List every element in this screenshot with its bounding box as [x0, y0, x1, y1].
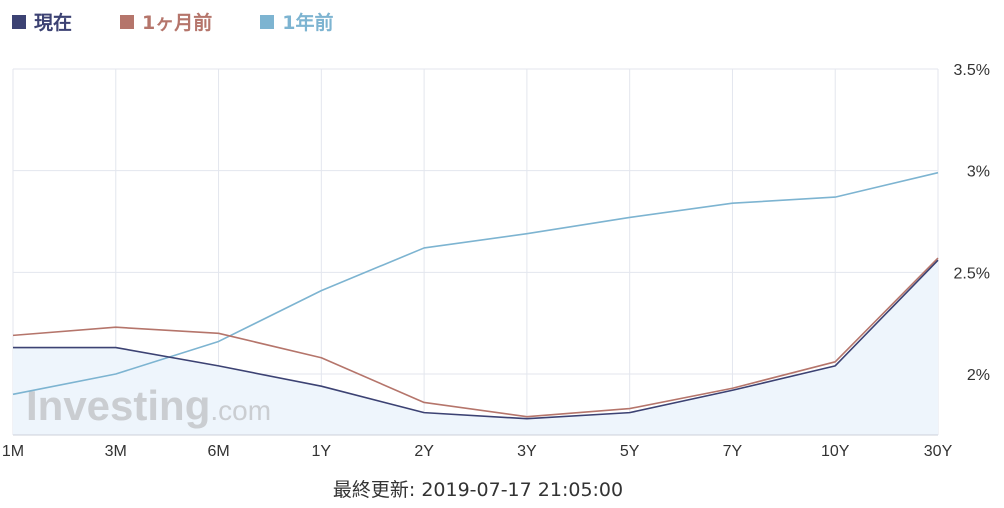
x-tick-label: 1Y [312, 443, 332, 460]
current-area-fill [13, 260, 938, 435]
legend-label-1-year-ago: 1年前 [282, 12, 334, 34]
x-tick-label: 5Y [620, 443, 640, 460]
legend-swatch-1-month-ago [120, 14, 135, 29]
x-tick-label: 7Y [723, 443, 743, 460]
series-line-1-month-ago [12, 257, 939, 418]
x-tick-label: 6M [207, 443, 229, 460]
x-tick-label: 10Y [821, 443, 850, 460]
legend-item-current[interactable]: 現在 [12, 8, 72, 35]
y-tick-label: 2.5% [954, 265, 990, 282]
series-line-1-year-ago [12, 171, 939, 396]
y-tick-label: 3% [967, 164, 990, 181]
legend-label-1-month-ago: 1ヶ月前 [142, 12, 213, 34]
x-tick-label: 3Y [517, 443, 537, 460]
series-line-current [13, 259, 939, 420]
x-tick-label: 30Y [924, 443, 953, 460]
legend-item-1-month-ago[interactable]: 1ヶ月前 [120, 8, 212, 35]
chart-legend: 現在 1ヶ月前 1年前 [12, 8, 381, 35]
investing-watermark: Investing.com [26, 382, 271, 429]
legend-swatch-current [12, 14, 26, 29]
y-tick-label: 2% [967, 367, 990, 384]
legend-label-current: 現在 [34, 12, 73, 34]
watermark-suffix: .com [210, 395, 271, 426]
legend-item-1-year-ago[interactable]: 1年前 [260, 8, 333, 35]
watermark-brand: Investing [26, 382, 210, 429]
last-updated-text: 最終更新: 2019-07-17 21:05:00 [332, 479, 624, 501]
x-tick-label: 2Y [414, 443, 434, 460]
x-tick-label: 3M [105, 443, 127, 460]
legend-swatch-1-year-ago [260, 14, 275, 29]
y-tick-label: 3.5% [954, 62, 990, 79]
x-tick-label: 1M [2, 443, 24, 460]
